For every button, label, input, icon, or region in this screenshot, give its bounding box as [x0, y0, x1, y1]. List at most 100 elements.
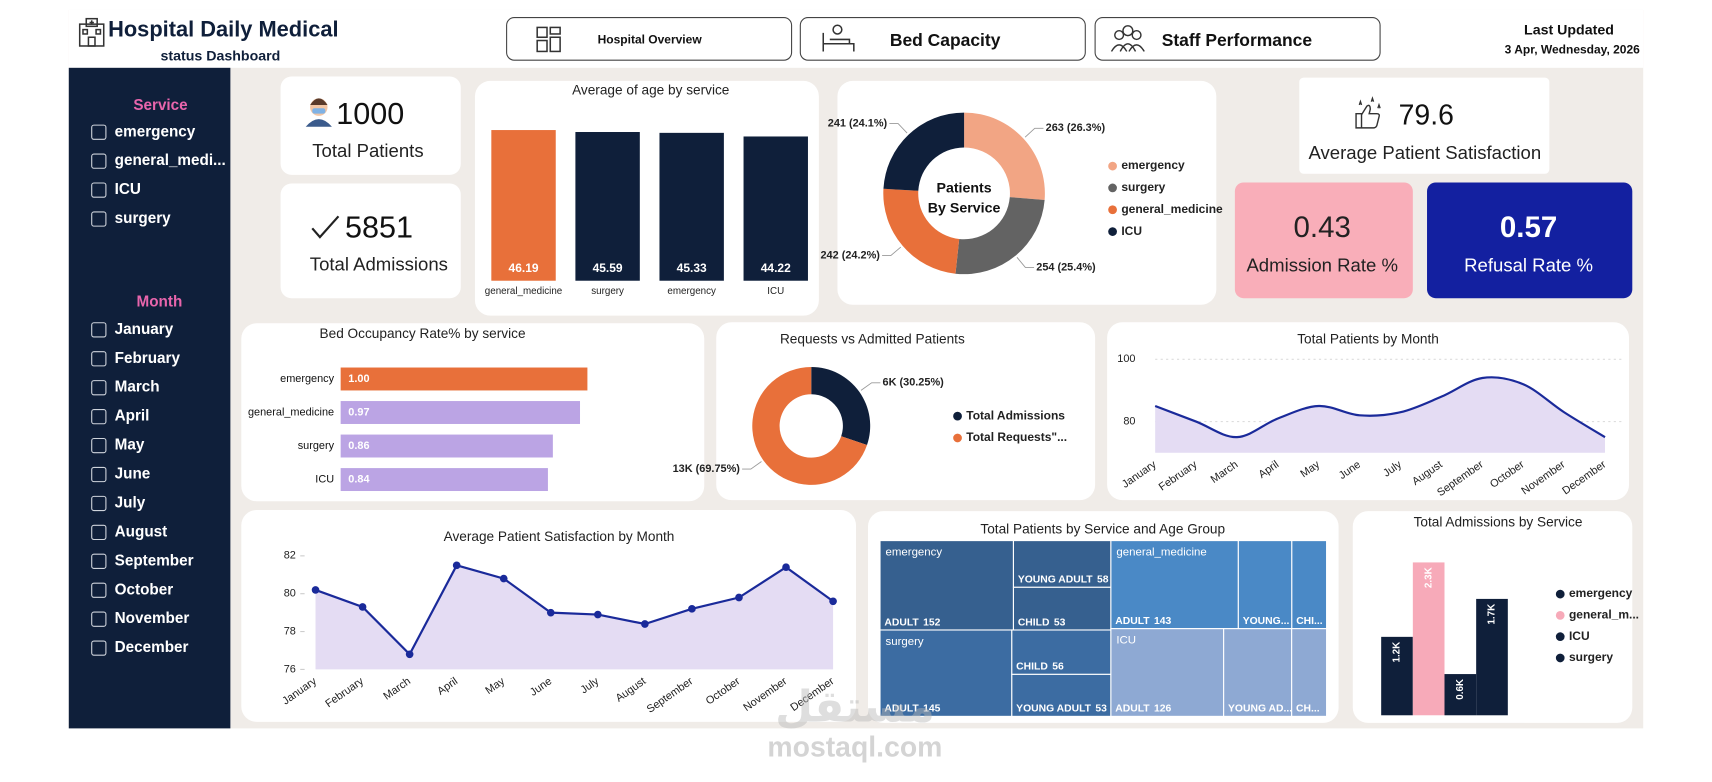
filter-checkbox[interactable] — [91, 322, 107, 338]
filter-option[interactable]: emergency — [115, 123, 196, 140]
point — [829, 597, 837, 606]
hospital-icon — [78, 17, 105, 47]
data-label: 6K (30.25%) — [883, 377, 945, 389]
category-label: surgery — [298, 440, 335, 452]
kpi-value: 1000 — [336, 97, 404, 131]
age-group-value: 152 — [923, 617, 941, 628]
age-group-name: ADULT — [1115, 703, 1150, 714]
filter-title: Month — [137, 294, 183, 311]
filter-checkbox[interactable] — [91, 124, 107, 140]
filter-checkbox[interactable] — [91, 437, 107, 454]
legend-marker — [1555, 589, 1565, 599]
filter-checkbox[interactable] — [91, 611, 107, 627]
chart-title: Total Patients by Month — [1297, 331, 1439, 346]
data-label: 1.2K — [1392, 642, 1403, 663]
kpi-value: 79.6 — [1399, 99, 1454, 131]
filter-option[interactable]: August — [115, 523, 168, 540]
treemap-service-label: ICU — [1116, 635, 1136, 647]
legend-label: surgery — [1121, 180, 1165, 194]
filter-checkbox[interactable] — [91, 182, 107, 198]
data-label: 2.3K — [1423, 567, 1434, 588]
legend-marker — [1108, 205, 1117, 215]
age-group-value: 143 — [1154, 616, 1172, 627]
treemap-label: YOUNG... — [1243, 616, 1290, 627]
kpi-card — [1299, 77, 1550, 174]
filter-option[interactable]: September — [115, 552, 194, 569]
chart-title: Requests vs Admitted Patients — [780, 331, 965, 346]
kpi-label: Total Patients — [312, 140, 423, 161]
patient-icon — [305, 98, 332, 127]
category-label: emergency — [280, 373, 334, 385]
filter-checkbox[interactable] — [91, 153, 107, 169]
leader-line — [882, 246, 902, 256]
legend-marker — [1108, 183, 1117, 193]
bar — [1381, 636, 1413, 716]
filter-option[interactable]: May — [115, 437, 145, 454]
point — [546, 608, 555, 617]
filter-option[interactable]: ICU — [115, 181, 141, 198]
point — [594, 610, 602, 619]
center-label: Patients — [936, 181, 991, 197]
filter-option[interactable]: November — [115, 610, 190, 627]
tab[interactable] — [1094, 17, 1381, 61]
data-label: 13K (69.75%) — [673, 463, 741, 475]
treemap-cell — [1110, 628, 1225, 717]
age-group-name: ADULT — [884, 617, 919, 628]
filter-checkbox[interactable] — [91, 211, 107, 227]
legend-marker — [953, 411, 962, 421]
tab[interactable] — [799, 17, 1086, 61]
category-label: general_medicine — [485, 286, 563, 297]
data-label: 1.7K — [1487, 604, 1498, 625]
filter-checkbox[interactable] — [91, 582, 107, 598]
point — [311, 586, 320, 594]
filter-checkbox[interactable] — [91, 351, 107, 367]
kpi-card — [280, 76, 461, 175]
bar — [575, 132, 640, 281]
legend-label: Total Requests"... — [966, 430, 1067, 444]
category-label: surgery — [591, 286, 624, 297]
treemap-cell — [879, 629, 1013, 717]
filter-option[interactable]: March — [115, 379, 160, 396]
filter-checkbox[interactable] — [91, 524, 107, 541]
line — [315, 564, 834, 657]
filter-checkbox[interactable] — [91, 466, 107, 483]
kpi-value: 0.57 — [1500, 211, 1557, 244]
filter-option[interactable]: December — [115, 639, 189, 656]
filter-checkbox[interactable] — [91, 380, 107, 396]
age-group-name: ADULT — [884, 703, 919, 714]
filter-option[interactable]: February — [115, 350, 181, 367]
bar — [659, 132, 724, 281]
treemap-cell — [1223, 628, 1293, 717]
treemap-cell — [1012, 540, 1112, 588]
data-label: 45.33 — [677, 261, 707, 275]
filter-checkbox[interactable] — [91, 495, 107, 512]
treemap-label: YOUNG ADULT 58 — [1018, 574, 1109, 585]
filter-checkbox[interactable] — [91, 409, 107, 425]
check-icon — [311, 215, 340, 239]
data-label: 45.59 — [593, 261, 623, 275]
filter-checkbox[interactable] — [91, 640, 107, 656]
leader-line — [1016, 257, 1035, 268]
filter-title: Service — [133, 97, 187, 114]
tab-label[interactable]: Bed Capacity — [890, 30, 1001, 50]
filter-checkbox[interactable] — [91, 553, 107, 569]
tab-label[interactable]: Staff Performance — [1162, 30, 1313, 50]
y-tick-label: 76 — [284, 663, 296, 675]
age-group-name: CHILD — [1016, 661, 1048, 672]
treemap-cell — [1110, 540, 1239, 630]
filter-option[interactable]: surgery — [115, 210, 172, 227]
filter-option[interactable]: July — [115, 494, 146, 511]
tab-icon — [536, 26, 561, 53]
data-label: 0.6K — [1455, 679, 1466, 700]
filter-option[interactable]: October — [115, 581, 174, 598]
filter-option[interactable]: January — [115, 321, 174, 338]
treemap-label: ADULT 143 — [1115, 616, 1171, 627]
filter-option[interactable]: June — [115, 466, 151, 483]
treemap-cell — [1012, 586, 1112, 631]
treemap-cell — [1011, 673, 1112, 717]
tab[interactable] — [506, 17, 793, 61]
filter-option[interactable]: April — [115, 408, 150, 425]
tab-label[interactable]: Hospital Overview — [598, 33, 703, 47]
point — [499, 574, 508, 583]
filter-option[interactable]: general_medi... — [115, 152, 226, 169]
